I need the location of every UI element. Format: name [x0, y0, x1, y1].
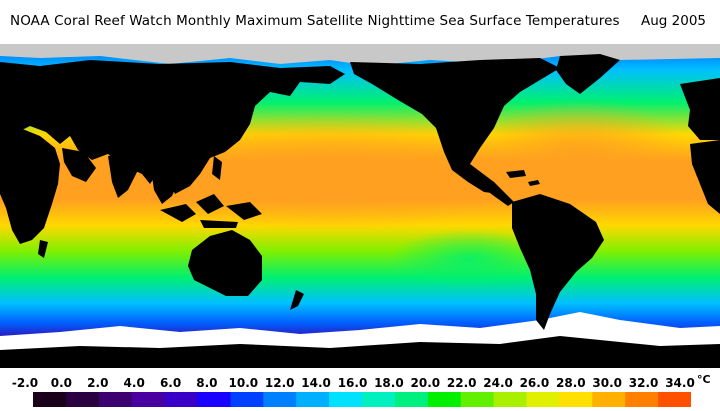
new-zealand	[290, 290, 304, 310]
legend-tick-label: 12.0	[264, 376, 295, 390]
legend-swatch	[98, 392, 133, 407]
legend-swatch	[362, 392, 396, 407]
philippines	[212, 156, 222, 180]
legend-swatch	[658, 392, 691, 407]
india	[108, 156, 138, 198]
legend-tick-label: 32.0	[628, 376, 659, 390]
legend-tick-label: 20.0	[410, 376, 441, 390]
north-america	[350, 58, 560, 194]
eurasia	[0, 60, 345, 194]
antarctica	[0, 336, 720, 368]
atlantic-warm	[470, 99, 690, 209]
east-pacific-cold-tongue	[390, 229, 550, 289]
southeast-asia	[150, 162, 180, 204]
legend-tick-label: 30.0	[592, 376, 622, 390]
legend-swatch	[493, 392, 527, 407]
legend-swatch	[559, 392, 593, 407]
legend-swatch	[131, 392, 166, 407]
legend-tick-label: 24.0	[483, 376, 513, 390]
japan	[226, 104, 250, 140]
africa-west	[690, 140, 720, 214]
legend-swatch	[197, 392, 231, 407]
legend-swatch	[65, 392, 100, 407]
legend-swatch	[329, 392, 363, 407]
legend-swatch	[592, 392, 626, 407]
legend-tick-label: 28.0	[555, 376, 586, 390]
legend-tick-label: 18.0	[374, 376, 404, 390]
europe-west	[680, 78, 720, 140]
legend-tick-label: 16.0	[337, 376, 368, 390]
arctic-no-data	[0, 44, 720, 66]
legend-swatch	[526, 392, 560, 407]
madagascar	[38, 240, 48, 258]
legend-tick-label: 4.0	[123, 376, 145, 390]
legend-swatch	[427, 392, 462, 407]
color-scale-bar	[33, 392, 691, 407]
legend-swatch	[625, 392, 659, 407]
legend-tick-label: 26.0	[519, 376, 550, 390]
indonesia	[160, 194, 262, 228]
legend-tick-label: 14.0	[301, 376, 331, 390]
caribbean-islands	[506, 170, 540, 186]
title-bar: NOAA Coral Reef Watch Monthly Maximum Sa…	[0, 0, 720, 44]
legend-tick-label: 0.0	[50, 376, 73, 390]
color-scale-legend: -2.0 0.0 2.0 4.0 6.0 8.0 10.0 12.0 14.0 16.0 18.0 2…	[0, 368, 720, 411]
map-title: NOAA Coral Reef Watch Monthly Maximum Sa…	[10, 13, 620, 29]
map-date: Aug 2005	[640, 13, 706, 29]
land-masses	[0, 54, 720, 330]
legend-ticks: -2.0 0.0 2.0 4.0 6.0 8.0 10.0 12.0 14.0 16.0 18.0 2…	[0, 373, 720, 392]
legend-swatch	[263, 392, 297, 407]
legend-unit-label: °C	[697, 373, 711, 386]
australia	[188, 230, 262, 296]
legend-tick-label: 2.0	[87, 376, 109, 390]
greenland	[556, 54, 620, 94]
legend-tick-label: 8.0	[196, 376, 218, 390]
sst-world-map	[0, 44, 720, 368]
legend-tick-label: 22.0	[446, 376, 477, 390]
arabia	[62, 148, 96, 182]
legend-swatch	[230, 392, 264, 407]
legend-swatch	[394, 392, 429, 407]
legend-swatch	[33, 392, 67, 407]
south-america	[512, 194, 604, 330]
legend-tick-label: 6.0	[159, 376, 182, 390]
legend-swatch	[164, 392, 198, 407]
legend-tick-label: 34.0	[665, 376, 695, 390]
central-america	[470, 164, 514, 206]
legend-swatch	[460, 392, 495, 407]
legend-tick-label: -2.0	[11, 376, 39, 390]
legend-tick-label: 10.0	[228, 376, 259, 390]
africa	[0, 128, 60, 244]
legend-swatch	[296, 392, 330, 407]
